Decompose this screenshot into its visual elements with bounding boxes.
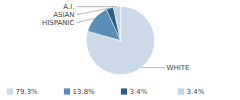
svg-text:79.3%: 79.3%	[16, 88, 39, 96]
svg-text:A.I.: A.I.	[63, 3, 74, 11]
svg-text:3.4%: 3.4%	[130, 88, 148, 96]
svg-text:13.8%: 13.8%	[73, 88, 96, 96]
svg-text:ASIAN: ASIAN	[53, 11, 74, 19]
svg-text:HISPANIC: HISPANIC	[42, 19, 75, 27]
svg-text:3.4%: 3.4%	[187, 88, 205, 96]
svg-text:WHITE: WHITE	[167, 64, 190, 72]
